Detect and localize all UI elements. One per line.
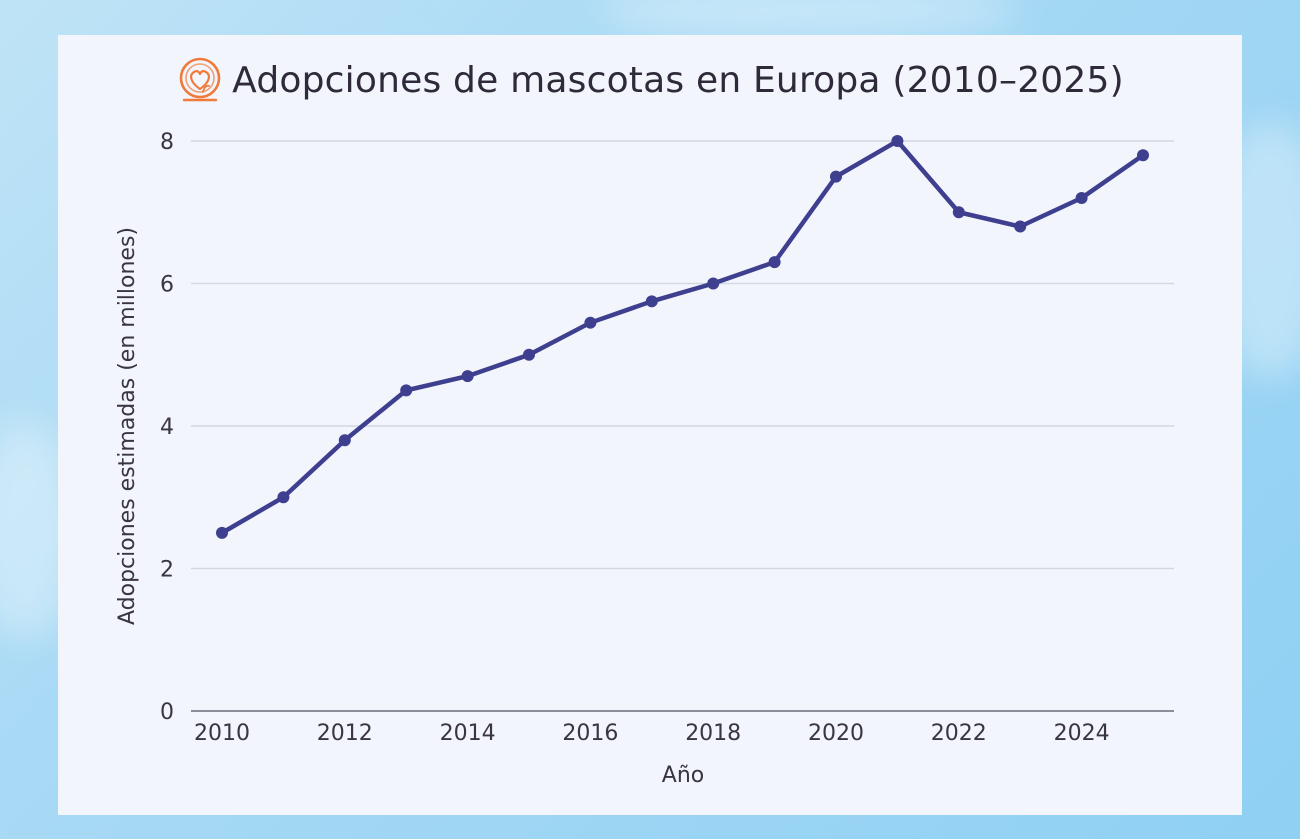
data-point	[1137, 149, 1149, 162]
x-tick-label: 2018	[685, 721, 741, 746]
data-point	[461, 370, 474, 383]
x-axis-title: Año	[662, 763, 704, 788]
data-point	[277, 491, 290, 504]
x-tick-label: 2016	[562, 721, 618, 746]
data-point	[768, 256, 781, 269]
series-line	[219, 138, 1146, 536]
data-point	[584, 316, 597, 329]
y-tick-label: 4	[160, 415, 174, 440]
heart-pet-icon	[176, 56, 224, 104]
data-point	[338, 434, 351, 447]
chart-card	[58, 35, 1242, 815]
data-point	[830, 170, 842, 183]
data-point	[891, 135, 904, 147]
y-tick-label: 2	[160, 558, 174, 583]
x-tick-label: 2014	[440, 721, 496, 746]
chart-header: Adopciones de mascotas en Europa (2010–2…	[0, 56, 1300, 104]
data-point	[523, 348, 535, 361]
x-tick-label: 2020	[808, 721, 864, 746]
data-point	[216, 526, 228, 539]
data-point	[952, 206, 965, 219]
x-tick-label: 2024	[1054, 721, 1110, 746]
data-point	[645, 295, 658, 308]
data-point	[1014, 220, 1027, 233]
data-point	[400, 384, 413, 397]
y-tick-label: 0	[160, 700, 174, 725]
x-tick-label: 2022	[931, 721, 987, 746]
data-point	[707, 277, 720, 290]
data-point	[1075, 192, 1088, 204]
y-tick-label: 6	[160, 273, 174, 298]
x-tick-label: 2012	[317, 721, 373, 746]
y-axis-title: Adopciones estimadas (en millones)	[115, 227, 140, 625]
y-tick-label: 8	[160, 130, 174, 155]
x-tick-label: 2010	[194, 721, 250, 746]
chart-title: Adopciones de mascotas en Europa (2010–2…	[232, 59, 1124, 101]
